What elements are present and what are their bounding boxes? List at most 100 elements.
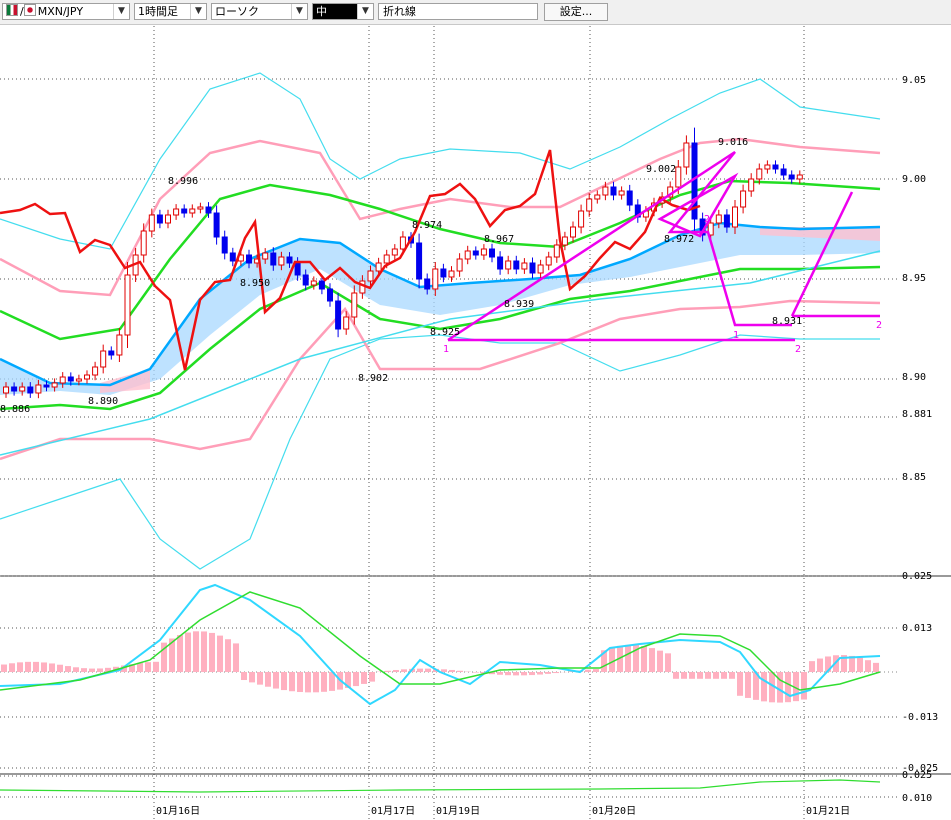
macd-histogram-bar <box>225 639 231 672</box>
candle-body <box>116 334 123 356</box>
macd-histogram-bar <box>569 671 575 672</box>
candle-body <box>748 178 755 192</box>
candle-body <box>788 174 795 180</box>
macd-histogram-bar <box>89 668 95 672</box>
candle-body <box>278 256 285 266</box>
macd-histogram-bar <box>641 646 647 672</box>
candle-body <box>213 212 220 238</box>
price-annotation: 8.967 <box>484 234 514 245</box>
candle-body <box>448 270 455 278</box>
indicator-select[interactable]: 中 ▼ <box>312 3 374 20</box>
symbol-select[interactable]: / MXN/JPY ▼ <box>2 3 130 20</box>
macd-histogram-bar <box>417 668 423 672</box>
candle-body <box>740 190 747 208</box>
macd-histogram-bar <box>681 672 687 679</box>
macd-histogram-bar <box>593 669 599 672</box>
wave-label: 1 <box>733 330 739 341</box>
candle-body <box>156 214 163 224</box>
candle-body <box>197 206 204 210</box>
candle-body <box>416 242 423 280</box>
macd-histogram-bar <box>785 672 791 703</box>
candle-body <box>399 236 406 250</box>
macd-histogram-bar <box>529 672 535 676</box>
macd-histogram-bar <box>145 662 151 672</box>
macd-histogram-bar <box>33 661 39 672</box>
macd-axis-label: 0.025 <box>902 571 932 582</box>
bb-minus2-line <box>0 299 881 461</box>
macd-histogram-bar <box>625 644 631 672</box>
macd-histogram-bar <box>705 672 711 679</box>
macd-histogram-bar <box>273 672 279 689</box>
macd-histogram-bar <box>713 672 719 679</box>
macd-histogram-bar <box>449 669 455 672</box>
macd-histogram-bar <box>721 672 727 679</box>
macd-histogram-bar <box>825 656 831 672</box>
candle-body <box>173 208 180 216</box>
candle-body <box>561 236 568 246</box>
macd-histogram-bar <box>193 631 199 672</box>
candle-body <box>19 386 26 392</box>
candle-body <box>318 280 325 290</box>
candle-body <box>51 382 58 388</box>
macd-histogram-bar <box>585 669 591 672</box>
macd-histogram-bar <box>841 655 847 672</box>
macd-histogram-bar <box>65 666 71 672</box>
candle-body <box>3 386 9 394</box>
price-annotation: 8.886 <box>0 404 30 415</box>
macd-panel <box>0 583 881 706</box>
price-annotation: 8.972 <box>664 234 694 245</box>
macd-histogram-bar <box>489 672 495 675</box>
candle-body <box>100 350 107 368</box>
time-axis-label: 01月21日 <box>806 805 850 817</box>
chart-style-select[interactable]: ローソク ▼ <box>211 3 308 20</box>
wave-label: 2 <box>704 214 710 225</box>
candlesticks <box>3 127 803 399</box>
macd-histogram-bar <box>129 664 135 672</box>
macd-histogram-bar <box>137 662 143 672</box>
japan-flag-icon <box>23 4 36 16</box>
candle-body <box>221 236 228 254</box>
drawing-tool-value: 折れ線 <box>383 5 416 18</box>
sub-axis-label: 0.025 <box>902 770 932 781</box>
bb-plus2-line <box>0 137 881 297</box>
settings-button[interactable]: 設定... <box>544 3 608 21</box>
candle-body <box>35 384 42 394</box>
candle-body <box>732 206 738 228</box>
sub-indicator-panel <box>0 779 881 793</box>
macd-histogram-bar <box>217 635 223 672</box>
candle-body <box>545 256 552 266</box>
macd-histogram-bar <box>729 672 735 679</box>
rci-line <box>0 149 701 371</box>
candle-body <box>11 386 18 392</box>
macd-histogram-bar <box>537 672 543 675</box>
chart-canvas[interactable]: 8.8868.8908.9968.9508.9028.9748.9258.967… <box>0 24 951 820</box>
candle-body <box>75 378 82 382</box>
macd-histogram-bar <box>665 653 671 672</box>
bb-minus1-line <box>0 265 881 411</box>
price-annotation: 8.996 <box>168 176 198 187</box>
candle-body <box>513 260 520 270</box>
wave-label: 1 <box>443 344 449 355</box>
timeframe-select[interactable]: 1時間足 ▼ <box>134 3 207 20</box>
chart-style-select-value: ローソク <box>215 5 259 18</box>
candle-body <box>59 376 66 384</box>
candle-body <box>327 288 333 302</box>
cloud-area-pink <box>760 227 880 241</box>
candle-body <box>489 248 495 258</box>
macd-histogram-bar <box>553 672 559 674</box>
candle-body <box>586 198 593 212</box>
drawing-tool-field[interactable]: 折れ線 <box>378 3 538 20</box>
macd-histogram-bar <box>177 635 183 672</box>
candle-body <box>302 274 309 286</box>
macd-histogram-bar <box>745 672 751 698</box>
macd-histogram-bar <box>689 672 695 679</box>
chevron-down-icon: ▼ <box>113 4 129 19</box>
macd-histogram-bar <box>809 661 815 672</box>
macd-histogram-bar <box>673 672 679 679</box>
macd-histogram-bar <box>41 662 47 672</box>
macd-histogram-bar <box>289 672 295 692</box>
candle-body <box>124 274 131 336</box>
macd-histogram-bar <box>297 672 303 693</box>
sub-axis-label: 0.010 <box>902 793 932 804</box>
macd-histogram-bar <box>393 669 399 672</box>
